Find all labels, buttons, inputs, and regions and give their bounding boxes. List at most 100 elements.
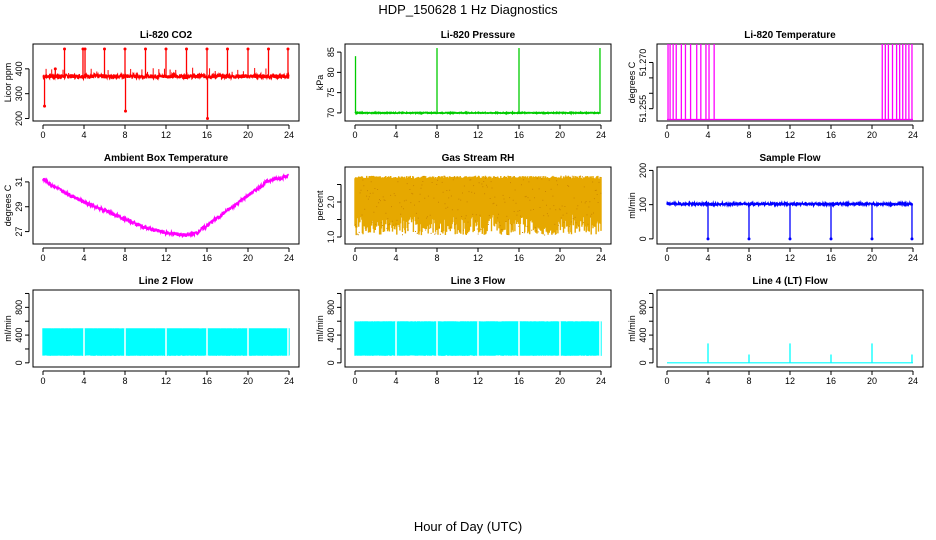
data-point — [144, 47, 147, 51]
y-tick-label: 51.270 — [638, 49, 648, 77]
y-tick-label: 2.0 — [326, 196, 336, 209]
x-tick-label: 20 — [555, 376, 565, 386]
panel-ylabel: degrees C — [3, 184, 13, 226]
panel-ylabel: ml/min — [315, 315, 325, 342]
panel-ambient: Ambient Box Temperature degrees C 0 4 8 12 16 2… — [3, 153, 300, 263]
x-tick-label: 0 — [352, 130, 357, 140]
series-ambient — [42, 173, 290, 239]
figure-xlabel: Hour of Day (UTC) — [413, 519, 523, 534]
x-tick-label: 12 — [161, 253, 171, 263]
panel-line4: Line 4 (LT) Flow ml/min 0 4 8 12 16 20 24 0 400 800 — [627, 276, 924, 386]
x-tick-label: 16 — [826, 253, 836, 263]
series-line2 — [42, 328, 290, 363]
data-point — [747, 237, 751, 241]
x-tick-label: 4 — [81, 376, 86, 386]
data-point — [205, 47, 209, 51]
data-point — [164, 47, 168, 51]
panel-title: Gas Stream RH — [442, 153, 515, 164]
data-point — [185, 47, 188, 51]
x-tick-label: 16 — [514, 130, 524, 140]
y-tick-label: 400 — [326, 328, 336, 343]
x-tick-label: 16 — [202, 130, 212, 140]
x-tick-label: 12 — [785, 376, 795, 386]
y-tick-label: 200 — [638, 163, 648, 178]
panel-frame — [656, 289, 924, 368]
x-tick-label: 8 — [434, 253, 439, 263]
x-tick-label: 8 — [434, 130, 439, 140]
x-tick-label: 24 — [908, 376, 918, 386]
y-tick-label: 85 — [326, 47, 336, 57]
panel-frame — [344, 43, 612, 122]
panel-line2: Line 2 Flow ml/min 0 4 8 12 16 20 24 0 400 800 — [3, 276, 300, 386]
x-tick-label: 12 — [161, 130, 171, 140]
x-tick-label: 12 — [785, 253, 795, 263]
panel-pressure: Li-820 Pressure kPa 0 4 8 12 16 20 24 70 75 80 85 — [315, 30, 612, 140]
series-line3 — [354, 321, 602, 363]
y-tick-label: 100 — [638, 197, 648, 212]
y-tick-label: 0 — [326, 360, 336, 365]
y-tick-label: 400 — [14, 61, 24, 76]
panel-frame — [656, 43, 924, 122]
x-tick-label: 0 — [40, 130, 45, 140]
panel-title: Li-820 Temperature — [744, 30, 836, 41]
x-tick-label: 4 — [705, 130, 710, 140]
data-point — [788, 237, 792, 241]
x-tick-label: 24 — [596, 376, 606, 386]
panel-co2: Li-820 CO2 Licor ppm 0 4 8 12 16 20 24 200 300 400 — [3, 30, 300, 140]
data-point — [81, 47, 85, 51]
y-tick-label: 80 — [326, 67, 336, 77]
x-tick-label: 4 — [393, 376, 398, 386]
panel-ylabel: ml/min — [627, 192, 637, 219]
y-tick-label: 29 — [14, 202, 24, 212]
panel-title: Ambient Box Temperature — [104, 153, 229, 164]
panel-ylabel: ml/min — [3, 315, 13, 342]
y-tick-label: 31 — [14, 177, 24, 187]
x-tick-label: 20 — [555, 130, 565, 140]
x-tick-label: 20 — [555, 253, 565, 263]
y-tick-label: 800 — [326, 300, 336, 315]
x-tick-label: 0 — [352, 376, 357, 386]
data-point — [206, 117, 210, 121]
series-pressure — [354, 48, 601, 116]
panel-frame — [32, 43, 300, 122]
data-point — [43, 104, 47, 108]
x-tick-label: 20 — [243, 253, 253, 263]
y-tick-label: 200 — [14, 111, 24, 126]
panel-ylabel: kPa — [315, 75, 325, 91]
series-temperature — [667, 44, 913, 121]
panel-rh: Gas Stream RH percent 0 4 8 12 16 20 24 1.0 2.0 — [315, 153, 612, 263]
x-tick-label: 16 — [514, 376, 524, 386]
panel-temperature: Li-820 Temperature degrees C 0 4 8 12 16 20 24 51… — [627, 30, 924, 140]
x-tick-label: 4 — [705, 253, 710, 263]
x-tick-label: 24 — [596, 253, 606, 263]
x-tick-label: 4 — [81, 130, 86, 140]
data-point — [123, 47, 127, 51]
panel-sample: Sample Flow ml/min 0 4 8 12 16 20 24 0 100 200 — [627, 153, 924, 263]
data-point — [829, 237, 833, 241]
panel-frame — [344, 289, 612, 368]
panel-title: Line 4 (LT) Flow — [752, 276, 828, 287]
x-tick-label: 0 — [664, 376, 669, 386]
x-tick-label: 8 — [746, 253, 751, 263]
y-tick-label: 1.0 — [326, 231, 336, 244]
x-tick-label: 0 — [40, 376, 45, 386]
x-tick-label: 12 — [473, 130, 483, 140]
data-point — [246, 47, 250, 51]
y-tick-label: 400 — [638, 328, 648, 343]
data-point — [63, 47, 67, 51]
data-line — [42, 173, 290, 239]
series-line4 — [667, 343, 913, 364]
x-tick-label: 24 — [908, 253, 918, 263]
series-rh — [354, 175, 602, 236]
panel-ylabel: Licor ppm — [3, 63, 13, 103]
x-tick-label: 12 — [785, 130, 795, 140]
x-tick-label: 20 — [243, 130, 253, 140]
panel-title: Li-820 Pressure — [441, 30, 516, 41]
y-tick-label: 800 — [14, 300, 24, 315]
x-tick-label: 8 — [122, 253, 127, 263]
panel-line3: Line 3 Flow ml/min 0 4 8 12 16 20 24 0 400 800 — [315, 276, 612, 386]
y-tick-label: 75 — [326, 88, 336, 98]
data-line — [354, 110, 601, 116]
data-point — [267, 47, 270, 51]
panel-ylabel: ml/min — [627, 315, 637, 342]
